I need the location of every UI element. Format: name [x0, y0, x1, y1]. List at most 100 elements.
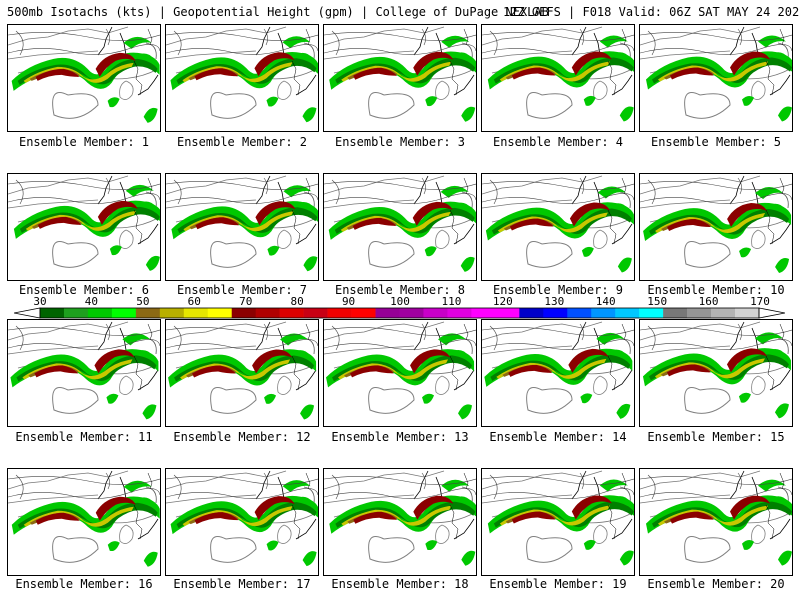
isotach-map	[640, 470, 792, 566]
ensemble-map-panel	[165, 173, 319, 281]
colorbar-swatch	[183, 308, 209, 318]
ensemble-map-panel	[7, 24, 161, 132]
colorbar-frame	[39, 307, 760, 319]
colorbar-swatch	[711, 308, 736, 318]
ensemble-member-caption: Ensemble Member: 8	[334, 283, 466, 297]
colorbar-swatch	[519, 308, 544, 318]
isotach-map	[166, 175, 318, 272]
ensemble-map-panel	[7, 468, 161, 576]
header-title: 500mb Isotachs (kts) | Geopotential Heig…	[7, 5, 549, 19]
colorbar-swatch	[591, 308, 616, 318]
ensemble-map-panel	[639, 319, 793, 427]
colorbar-max-arrow	[758, 307, 785, 319]
isotach-map	[324, 175, 476, 272]
isotach-map	[8, 26, 160, 123]
ensemble-member-caption: Ensemble Member: 4	[492, 135, 624, 149]
colorbar-tick-label: 30	[33, 295, 47, 308]
isotach-map	[324, 321, 476, 420]
colorbar-tick-label: 60	[187, 295, 201, 308]
colorbar-min-arrow	[14, 307, 41, 319]
colorbar-tick-label: 140	[595, 295, 616, 308]
colorbar-swatch	[375, 308, 400, 318]
ensemble-member-caption: Ensemble Member: 7	[176, 283, 308, 297]
colorbar-swatch	[615, 308, 640, 318]
ensemble-map-panel	[323, 24, 477, 132]
colorbar-tick-label: 70	[239, 295, 253, 308]
ensemble-map-panel	[323, 468, 477, 576]
colorbar-swatch	[279, 308, 304, 318]
ensemble-member-caption: Ensemble Member: 5	[650, 135, 782, 149]
ensemble-member-caption: Ensemble Member: 13	[331, 430, 469, 444]
ensemble-map-panel	[639, 468, 793, 576]
isotach-map	[324, 470, 476, 566]
ensemble-member-caption: Ensemble Member: 16	[15, 577, 153, 591]
colorbar-swatch	[111, 308, 137, 318]
ensemble-member-caption: Ensemble Member: 20	[647, 577, 785, 591]
colorbar-swatch	[639, 308, 664, 318]
isotach-map	[166, 321, 318, 420]
colorbar-swatch	[303, 308, 328, 318]
ensemble-map-panel	[7, 319, 161, 427]
ensemble-member-caption: Ensemble Member: 15	[647, 430, 785, 444]
ensemble-member-caption: Ensemble Member: 18	[331, 577, 469, 591]
colorbar-swatch	[40, 308, 65, 318]
colorbar-swatch	[543, 308, 568, 318]
ensemble-member-caption: Ensemble Member: 11	[15, 430, 153, 444]
ensemble-map-panel	[481, 173, 635, 281]
colorbar-tick-label: 160	[698, 295, 719, 308]
ensemble-member-caption: Ensemble Member: 19	[489, 577, 627, 591]
ensemble-map-panel	[7, 173, 161, 281]
isotach-map	[482, 26, 634, 122]
isotach-map	[8, 470, 160, 567]
isotach-map	[640, 175, 792, 274]
isotach-map	[640, 26, 792, 122]
isotach-map	[166, 470, 318, 567]
ensemble-map-panel	[639, 24, 793, 132]
colorbar-swatch	[687, 308, 712, 318]
isotach-colorbar	[14, 307, 785, 319]
isotach-map	[482, 321, 634, 419]
colorbar-swatch	[351, 308, 376, 318]
isotach-map	[8, 321, 160, 420]
colorbar-swatch	[255, 308, 280, 318]
colorbar-swatch	[471, 308, 496, 318]
ensemble-map-panel	[323, 319, 477, 427]
colorbar-swatch	[567, 308, 592, 318]
ensemble-member-caption: Ensemble Member: 17	[173, 577, 311, 591]
colorbar-tick-label: 120	[492, 295, 513, 308]
ensemble-map-panel	[165, 24, 319, 132]
colorbar-swatch	[735, 308, 760, 318]
colorbar-swatch	[327, 308, 352, 318]
colorbar-swatch	[399, 308, 424, 318]
isotach-map	[640, 321, 792, 419]
ensemble-member-caption: Ensemble Member: 3	[334, 135, 466, 149]
colorbar-swatch	[63, 308, 89, 318]
isotach-map	[324, 26, 476, 122]
colorbar-swatch	[663, 308, 688, 318]
isotach-map	[8, 175, 160, 271]
ensemble-member-caption: Ensemble Member: 1	[18, 135, 150, 149]
colorbar-swatch	[231, 308, 256, 318]
colorbar-tick-label: 130	[544, 295, 565, 308]
ensemble-map-panel	[481, 319, 635, 427]
isotach-map	[482, 470, 634, 566]
ensemble-member-caption: Ensemble Member: 2	[176, 135, 308, 149]
colorbar-tick-label: 90	[341, 295, 356, 308]
colorbar-swatch	[159, 308, 185, 318]
colorbar-swatch	[87, 308, 113, 318]
colorbar-tick-label: 40	[84, 295, 99, 308]
colorbar-tick-label: 150	[647, 295, 668, 308]
colorbar-tick-label: 170	[750, 295, 770, 308]
ensemble-map-panel	[323, 173, 477, 281]
isotach-map	[482, 175, 634, 273]
ensemble-member-caption: Ensemble Member: 14	[489, 430, 627, 444]
colorbar-swatch	[135, 308, 161, 318]
colorbar-tick-label: 50	[136, 295, 150, 308]
ensemble-member-caption: Ensemble Member: 12	[173, 430, 311, 444]
colorbar-tick-label: 80	[290, 295, 304, 308]
header-valid-time: 12Z GEFS | F018 Valid: 06Z SAT MAY 24 20…	[503, 5, 800, 19]
ensemble-member-caption: Ensemble Member: 9	[492, 283, 624, 297]
ensemble-map-panel	[481, 468, 635, 576]
colorbar-tick-label: 100	[390, 295, 410, 308]
ensemble-map-panel	[481, 24, 635, 132]
